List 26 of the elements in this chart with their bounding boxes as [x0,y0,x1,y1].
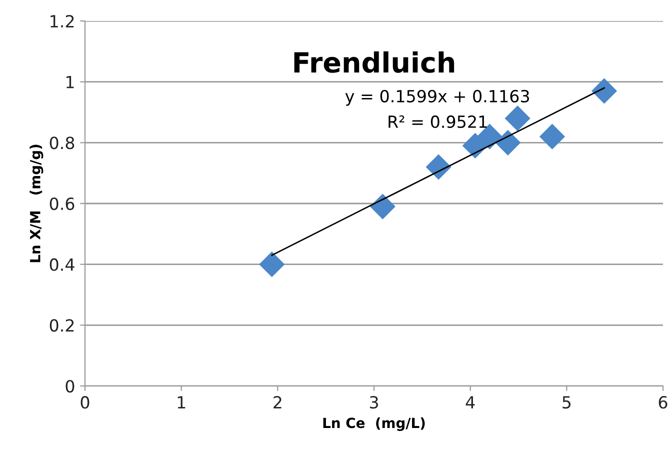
annotation: y = 0.1599x + 0.1163 [345,90,529,106]
x-axis-title: Ln Ce (mg/L) [323,417,425,431]
y-axis-title: Ln X/M (mg/g) [30,144,44,262]
y-tick-label: 0.8 [50,136,74,150]
x-tick-label: 1 [178,396,186,408]
y-tick-label: 0.2 [50,319,74,332]
point [495,130,521,156]
x-tick-label: 2 [274,396,282,408]
point [426,154,452,180]
x-tick-label: 0 [80,396,90,409]
point [370,194,396,220]
point [591,78,618,104]
x-tick-label: 3 [370,396,378,409]
annotation: R² = 0.9521 [388,115,487,128]
point [504,106,530,132]
x-tick-label: 6 [658,396,668,409]
y-tick-label: 0 [66,380,74,393]
y-tick-label: 1 [66,76,74,88]
x-tick-label: 4 [466,396,475,408]
y-tick-label: 0.4 [50,258,74,271]
y-tick-label: 1.2 [50,14,74,28]
point [259,252,285,278]
y-tick-label: 0.6 [50,197,74,210]
x-tick-label: 5 [562,396,571,409]
text: Frendluich [294,51,454,73]
point [539,124,566,150]
